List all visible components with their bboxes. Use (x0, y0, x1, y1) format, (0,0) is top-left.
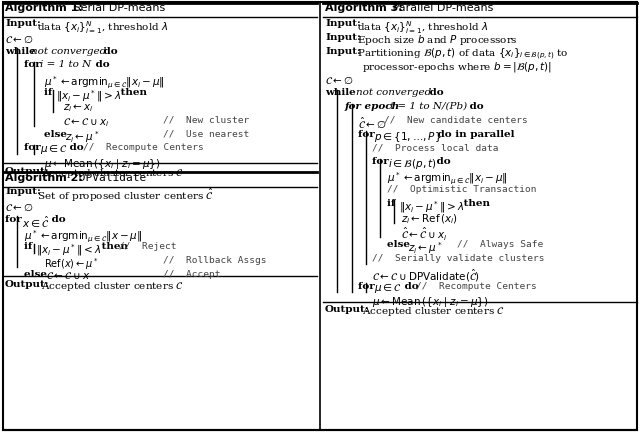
Text: $\mathcal{C} \leftarrow \mathcal{C} \cup x_i$: $\mathcal{C} \leftarrow \mathcal{C} \cup… (63, 116, 109, 129)
Text: while: while (5, 47, 40, 56)
Text: Output:: Output: (5, 280, 50, 289)
Text: $\mathcal{C} \leftarrow \mathcal{C} \cup \mathrm{DPValidate}(\hat{\mathcal{C}})$: $\mathcal{C} \leftarrow \mathcal{C} \cup… (372, 268, 481, 284)
Text: data $\{x_i\}_{i=1}^{N}$, threshold $\lambda$: data $\{x_i\}_{i=1}^{N}$, threshold $\la… (34, 19, 168, 36)
Text: $\mathcal{C} \leftarrow \mathcal{C} \cup x$: $\mathcal{C} \leftarrow \mathcal{C} \cup… (46, 270, 90, 281)
Text: for: for (358, 282, 379, 291)
Text: $p \in \{1,\ldots,P\}$: $p \in \{1,\ldots,P\}$ (374, 130, 442, 143)
Text: $\mu \in \mathcal{C}$: $\mu \in \mathcal{C}$ (40, 143, 68, 156)
Text: then: then (117, 88, 147, 97)
Text: $\|x_i - \mu^*\| > \lambda$: $\|x_i - \mu^*\| > \lambda$ (56, 88, 121, 104)
Text: processor-epochs where $b = |\mathcal{B}(p,t)|$: processor-epochs where $b = |\mathcal{B}… (362, 60, 552, 74)
Text: //  Always Safe: // Always Safe (457, 240, 543, 249)
Text: DPValidate: DPValidate (72, 173, 146, 184)
Text: $\|x_i - \mu^*\| > \lambda$: $\|x_i - \mu^*\| > \lambda$ (399, 199, 464, 215)
Text: $\mu \leftarrow \mathrm{Mean}\,(\{x_i \mid z_i = \mu\})$: $\mu \leftarrow \mathrm{Mean}\,(\{x_i \m… (372, 295, 489, 309)
Text: $\hat{\mathcal{C}} \leftarrow \emptyset$: $\hat{\mathcal{C}} \leftarrow \emptyset$ (358, 116, 387, 131)
Text: then: then (460, 199, 490, 208)
Text: Output:: Output: (5, 167, 50, 176)
Text: $\mathcal{C} \leftarrow \emptyset$: $\mathcal{C} \leftarrow \emptyset$ (325, 74, 354, 86)
Text: $i \in \mathcal{B}(p,t)$: $i \in \mathcal{B}(p,t)$ (388, 157, 437, 171)
FancyBboxPatch shape (3, 2, 637, 430)
Text: $z_i \leftarrow x_i$: $z_i \leftarrow x_i$ (63, 102, 93, 114)
Text: Input:: Input: (325, 19, 361, 28)
Text: $\mu^* \leftarrow \mathrm{argmin}_{\mu \in \mathcal{C}} \|x_i - \mu\|$: $\mu^* \leftarrow \mathrm{argmin}_{\mu \… (387, 171, 508, 187)
Text: //  Rollback Assgs: // Rollback Assgs (163, 256, 267, 265)
Text: $z_i \leftarrow \mu^*$: $z_i \leftarrow \mu^*$ (408, 240, 443, 256)
Text: while: while (325, 88, 360, 97)
Text: //  Use nearest: // Use nearest (163, 130, 250, 139)
Text: Partitioning $\mathcal{B}(p,t)$ of data $\{x_i\}_{i \in \mathcal{B}(p,t)}$ to: Partitioning $\mathcal{B}(p,t)$ of data … (354, 47, 568, 62)
Text: i = 1 to N: i = 1 to N (40, 60, 92, 70)
Text: for: for (24, 60, 45, 70)
Text: Accepted cluster centers $\mathcal{C}$: Accepted cluster centers $\mathcal{C}$ (359, 305, 505, 318)
Text: do: do (92, 60, 109, 70)
Text: not converged: not converged (356, 88, 432, 97)
Text: t = 1 to N/(Pb): t = 1 to N/(Pb) (390, 102, 468, 111)
Text: else: else (387, 240, 413, 249)
Text: $x \in \hat{\mathcal{C}}$: $x \in \hat{\mathcal{C}}$ (22, 215, 50, 230)
Text: //  New cluster: // New cluster (163, 116, 250, 125)
Text: Input:: Input: (5, 19, 41, 28)
Text: Algorithm 1:: Algorithm 1: (5, 3, 83, 13)
Text: Accepted cluster centers $\mathcal{C}$: Accepted cluster centers $\mathcal{C}$ (38, 280, 184, 292)
Text: Input:: Input: (325, 47, 361, 56)
Text: $\hat{\mathcal{C}} \leftarrow \hat{\mathcal{C}} \cup x_i$: $\hat{\mathcal{C}} \leftarrow \hat{\math… (401, 226, 447, 244)
Text: for: for (5, 215, 26, 224)
Text: $z_i \leftarrow \mu^*$: $z_i \leftarrow \mu^*$ (65, 130, 100, 146)
Text: $\mu^* \leftarrow \mathrm{argmin}_{\mu \in \mathcal{C}} \|x_i - \mu\|$: $\mu^* \leftarrow \mathrm{argmin}_{\mu \… (44, 74, 164, 91)
Text: Algorithm 3:: Algorithm 3: (325, 3, 403, 13)
Text: for epoch: for epoch (344, 102, 403, 111)
Text: Output:: Output: (325, 305, 370, 314)
Text: $\mu^* \leftarrow \mathrm{argmin}_{\mu \in \mathcal{C}} \|x - \mu\|$: $\mu^* \leftarrow \mathrm{argmin}_{\mu \… (24, 229, 143, 245)
Text: do: do (100, 47, 118, 56)
Text: $z_i \leftarrow \mathrm{Ref}\,(x_i)$: $z_i \leftarrow \mathrm{Ref}\,(x_i)$ (401, 213, 458, 226)
Text: then: then (98, 242, 128, 251)
Text: do: do (433, 157, 451, 166)
Text: do: do (466, 102, 484, 111)
Text: $\mu \in \mathcal{C}$: $\mu \in \mathcal{C}$ (374, 282, 403, 295)
Text: //  Recompute Centers: // Recompute Centers (83, 143, 204, 152)
Text: $\mathcal{C} \leftarrow \emptyset$: $\mathcal{C} \leftarrow \emptyset$ (5, 201, 34, 213)
Text: Algorithm 2:: Algorithm 2: (5, 173, 83, 184)
Text: if: if (44, 88, 56, 97)
Text: Set of proposed cluster centers $\hat{\mathcal{C}}$: Set of proposed cluster centers $\hat{\m… (34, 187, 214, 204)
Text: else: else (24, 270, 51, 279)
Text: Input:: Input: (325, 33, 361, 42)
Text: for: for (372, 157, 393, 166)
Text: Parallel DP-means: Parallel DP-means (389, 3, 493, 13)
Text: $\mathcal{C} \leftarrow \emptyset$: $\mathcal{C} \leftarrow \emptyset$ (5, 33, 34, 45)
Text: Input:: Input: (5, 187, 41, 196)
Text: if: if (387, 199, 399, 208)
Text: Serial DP-means: Serial DP-means (70, 3, 166, 13)
Text: do: do (66, 143, 84, 152)
Text: $\mu \leftarrow \mathrm{Mean}\,(\{x_i \mid z_i = \mu\})$: $\mu \leftarrow \mathrm{Mean}\,(\{x_i \m… (44, 157, 160, 171)
Text: //  New candidate centers: // New candidate centers (384, 116, 528, 125)
Text: do in parallel: do in parallel (434, 130, 515, 139)
Text: data $\{x_i\}_{i=1}^{N}$, threshold $\lambda$: data $\{x_i\}_{i=1}^{N}$, threshold $\la… (354, 19, 488, 36)
Text: //  Reject: // Reject (119, 242, 177, 251)
Text: if: if (24, 242, 36, 251)
Text: else: else (44, 130, 70, 139)
Text: do: do (426, 88, 444, 97)
Text: $\|x_i - \mu^*\| < \lambda$: $\|x_i - \mu^*\| < \lambda$ (36, 242, 102, 258)
Text: //  Process local data: // Process local data (372, 143, 499, 152)
Text: do: do (48, 215, 66, 224)
Text: //  Accept: // Accept (163, 270, 221, 279)
Text: Epoch size $b$ and $P$ processors: Epoch size $b$ and $P$ processors (354, 33, 518, 47)
Text: for: for (358, 130, 379, 139)
Text: do: do (401, 282, 419, 291)
Text: $\mathrm{Ref}(x) \leftarrow \mu^*$: $\mathrm{Ref}(x) \leftarrow \mu^*$ (44, 256, 99, 272)
Text: not converged: not converged (31, 47, 107, 56)
Text: //  Optimistic Transaction: // Optimistic Transaction (387, 185, 536, 194)
Text: Accepted cluster centers $\mathcal{C}$: Accepted cluster centers $\mathcal{C}$ (38, 167, 184, 180)
Text: //  Recompute Centers: // Recompute Centers (416, 282, 537, 291)
Text: //  Serially validate clusters: // Serially validate clusters (372, 254, 545, 263)
Text: for: for (24, 143, 45, 152)
